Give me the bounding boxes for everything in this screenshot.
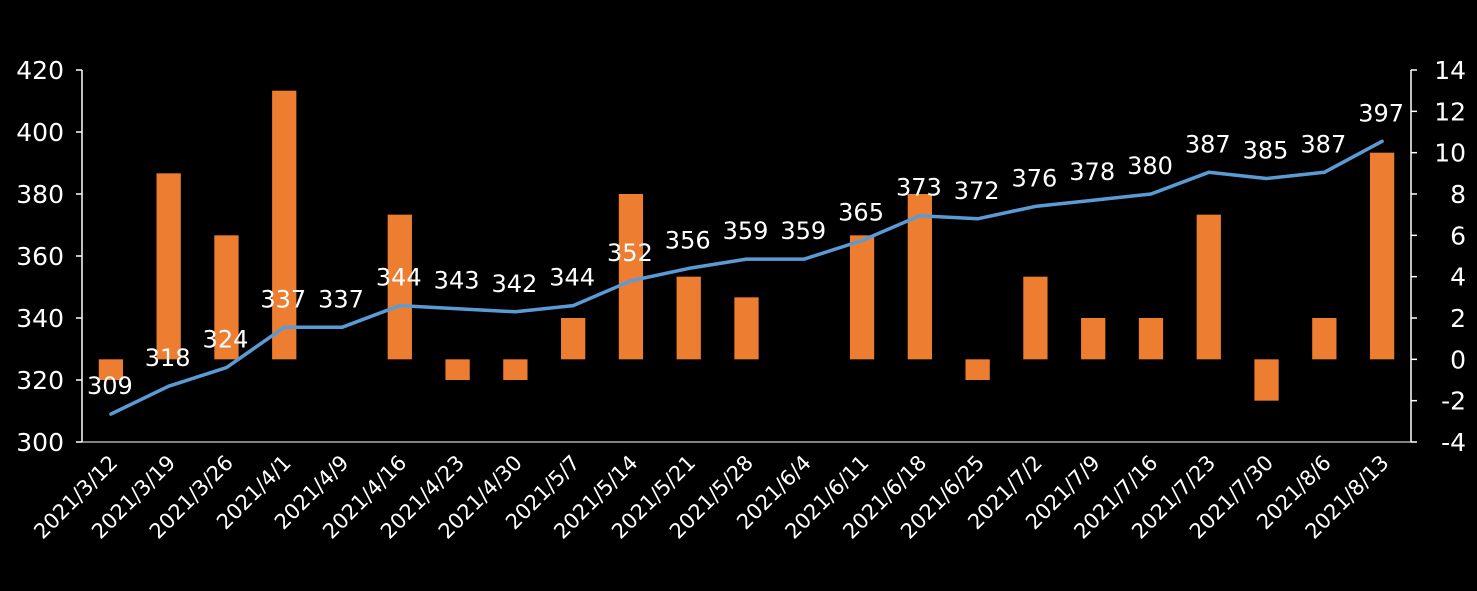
bar: [1196, 214, 1221, 360]
right-tick-label: 0: [1450, 345, 1466, 374]
line-value-label: 309: [87, 372, 133, 400]
bar: [965, 359, 990, 380]
bar: [849, 235, 875, 360]
bar: [98, 359, 124, 380]
line-value-label: 365: [838, 199, 884, 227]
left-tick-label: 340: [16, 304, 64, 333]
bar: [156, 173, 181, 360]
bar: [1138, 318, 1164, 360]
right-tick-label: 6: [1450, 221, 1466, 250]
bar: [561, 318, 586, 360]
bar: [1254, 359, 1279, 401]
bar: [445, 359, 470, 380]
bar: [618, 194, 644, 360]
bar: [734, 297, 759, 360]
bar: [1312, 318, 1337, 360]
right-tick-label: -2: [1441, 387, 1466, 416]
line-value-label: 344: [376, 264, 422, 292]
bar: [1081, 318, 1106, 360]
line-value-label: 324: [203, 326, 249, 354]
line-value-label: 318: [145, 344, 191, 372]
line-value-label: 378: [1069, 158, 1115, 186]
left-tick-label: 320: [16, 366, 64, 395]
line-value-label: 337: [260, 285, 306, 313]
line-value-label: 344: [549, 264, 595, 292]
right-tick-label: 12: [1434, 97, 1466, 126]
line-value-label: 359: [780, 217, 826, 245]
right-tick-label: 2: [1450, 304, 1466, 333]
line-value-label: 387: [1300, 130, 1346, 158]
line-value-label: 376: [1012, 164, 1058, 192]
right-tick-label: 14: [1434, 56, 1466, 85]
left-tick-label: 400: [16, 118, 64, 147]
bar: [503, 359, 528, 380]
line-value-label: 337: [318, 285, 364, 313]
line-value-label: 372: [954, 177, 1000, 205]
right-tick-label: 10: [1434, 139, 1466, 168]
line-value-label: 373: [896, 174, 942, 202]
left-tick-label: 300: [16, 428, 64, 457]
bar-series: [98, 90, 1395, 401]
line-value-label: 342: [491, 270, 537, 298]
bar: [1023, 276, 1048, 360]
left-tick-label: 420: [16, 56, 64, 85]
line-value-label: 359: [723, 217, 769, 245]
left-axis-ticks: 300 320 340 360 380 400 420: [16, 56, 82, 457]
line-series: [109, 139, 1384, 416]
line-value-label: 343: [434, 267, 480, 295]
line-value-label: 385: [1243, 137, 1289, 165]
bar: [1369, 152, 1395, 360]
left-tick-label: 380: [16, 180, 64, 209]
line-value-label: 380: [1127, 152, 1173, 180]
right-tick-label: 4: [1450, 263, 1466, 292]
bar: [676, 276, 701, 360]
series-line: [109, 139, 1384, 416]
left-tick-label: 360: [16, 242, 64, 271]
right-tick-label: 8: [1450, 180, 1466, 209]
line-value-label: 356: [665, 226, 711, 254]
right-axis-ticks: -4 -2 0 2 4 6 8 10 12 14: [1411, 56, 1466, 457]
bar: [214, 235, 239, 360]
category-labels: 2021/3/122021/3/192021/3/262021/4/12021/…: [29, 451, 1393, 544]
line-data-labels: 309 318 324 337 337 344 343 342 344 352 356 359 359 3…: [87, 99, 1404, 400]
line-value-label: 397: [1358, 99, 1404, 127]
bar: [387, 214, 412, 360]
right-tick-label: -4: [1441, 428, 1466, 457]
bar: [272, 90, 297, 360]
line-value-label: 352: [607, 239, 653, 267]
line-value-label: 387: [1185, 130, 1231, 158]
bar: [907, 194, 932, 360]
